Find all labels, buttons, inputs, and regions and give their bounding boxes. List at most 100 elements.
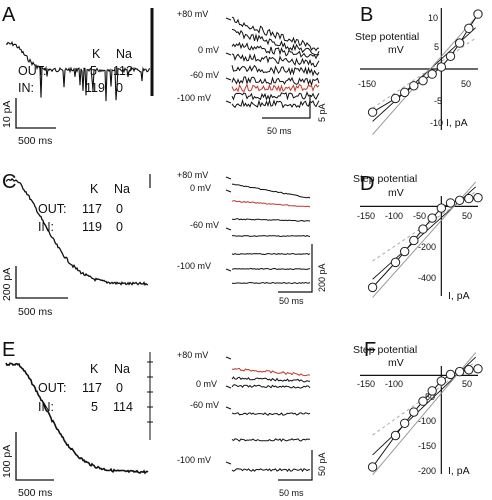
iv-data-point bbox=[464, 193, 474, 204]
iv-xlabel-line2: mV bbox=[388, 44, 404, 56]
step-c-sweep bbox=[231, 183, 311, 199]
step-label-minus60: -60 mV bbox=[190, 400, 219, 410]
step-label-arrow bbox=[225, 17, 232, 21]
iv-data-point bbox=[418, 75, 428, 86]
step-e-sweep bbox=[231, 367, 311, 377]
step-label-plus80: +80 mV bbox=[177, 350, 208, 360]
step-label-arrow bbox=[225, 385, 232, 389]
iv-xtick: -50 bbox=[413, 211, 426, 221]
step-e-sweep bbox=[231, 468, 311, 473]
iv-data-point bbox=[445, 51, 456, 61]
iv-ylabel: I, pA bbox=[448, 465, 470, 477]
iv-data-point bbox=[390, 93, 401, 104]
step-labels-e: +80 mV 0 mV -60 mV -100 mV 50 pA 50 ms bbox=[177, 350, 327, 498]
iv-ytick: 5 bbox=[434, 42, 439, 52]
iv-xtick: -100 bbox=[385, 211, 403, 221]
step-a-sweep bbox=[231, 28, 320, 56]
iv-data-point bbox=[454, 366, 465, 377]
iv-data-point bbox=[454, 38, 465, 48]
step-c-sweep bbox=[231, 200, 311, 208]
iv-xtick: 50 bbox=[461, 79, 471, 89]
panel-label-e: E bbox=[2, 339, 15, 361]
iv-plot-b: B Step potential mV I, pA -150 50 10 5 -… bbox=[355, 4, 483, 135]
row-label-out: OUT: bbox=[38, 381, 66, 395]
scalebar-y-e: 100 pA bbox=[1, 445, 13, 478]
step-traces-c bbox=[225, 176, 311, 285]
step-label-0: 0 mV bbox=[198, 45, 219, 55]
step-label-arrow bbox=[225, 227, 232, 231]
step-traces-a bbox=[225, 16, 320, 109]
scalebar-x-a: 500 ms bbox=[18, 135, 52, 147]
iv-data-point bbox=[399, 87, 410, 98]
out-k-value: 5 bbox=[90, 64, 97, 78]
iv-data-point bbox=[436, 62, 447, 72]
iv-data-point bbox=[464, 23, 474, 34]
iv-ytick: -400 bbox=[418, 273, 436, 283]
iv-xtick: -150 bbox=[357, 211, 375, 221]
step-c-sweep bbox=[231, 267, 311, 271]
iv-data-point bbox=[445, 198, 456, 208]
iv-xtick: 50 bbox=[462, 379, 472, 389]
iv-ylabel: I, pA bbox=[446, 117, 468, 129]
step-label-plus80: +80 mV bbox=[177, 9, 208, 19]
out-k-value: 117 bbox=[82, 381, 102, 395]
out-na-value: 112 bbox=[113, 64, 133, 78]
iv-xlabel-line2: mV bbox=[388, 357, 404, 369]
iv-data-point bbox=[436, 203, 447, 213]
slow-trace-e bbox=[5, 362, 149, 475]
step-label-arrow bbox=[225, 77, 232, 81]
iv-ytick: -200 bbox=[418, 242, 436, 252]
table-header-k: K bbox=[92, 47, 101, 61]
scalebar-x-c: 500 ms bbox=[18, 306, 52, 318]
step-label-arrow bbox=[225, 189, 232, 193]
row-label-in: IN: bbox=[18, 81, 34, 95]
out-k-value: 117 bbox=[82, 202, 102, 216]
table-header-na: Na bbox=[116, 47, 132, 61]
row-label-in: IN: bbox=[38, 400, 54, 414]
step-scale-x-a: 50 ms bbox=[267, 126, 292, 136]
step-e-sweep bbox=[231, 438, 311, 442]
trace-end-ticks-e bbox=[147, 352, 153, 440]
iv-data-point bbox=[367, 462, 378, 472]
solution-table-a: K Na OUT: 5 112 IN: 119 0 bbox=[18, 47, 133, 95]
step-a-sweep bbox=[231, 16, 320, 52]
iv-xtick: -150 bbox=[357, 379, 375, 389]
step-label-minus60: -60 mV bbox=[190, 70, 219, 80]
table-header-na: Na bbox=[114, 362, 130, 376]
step-scale-y-a: 5 pA bbox=[317, 103, 327, 122]
step-traces-e bbox=[225, 356, 311, 473]
panel-label-d: D bbox=[360, 173, 374, 195]
step-label-arrow bbox=[225, 176, 232, 180]
panel-label-f: F bbox=[364, 339, 376, 361]
scalebar-x-e: 500 ms bbox=[18, 487, 52, 499]
step-e-sweep bbox=[231, 384, 311, 389]
iv-data-point bbox=[473, 9, 483, 19]
slow-trace-c bbox=[5, 177, 149, 286]
step-label-plus80: +80 mV bbox=[177, 170, 208, 180]
iv-data-point bbox=[367, 107, 378, 117]
step-e-sweep bbox=[231, 376, 310, 383]
in-k-value: 119 bbox=[85, 81, 105, 95]
iv-xtick: -100 bbox=[385, 379, 403, 389]
row-label-out: OUT: bbox=[38, 202, 66, 216]
iv-xtick: 50 bbox=[462, 211, 472, 221]
scalebar-c: 200 pA 500 ms bbox=[1, 266, 68, 318]
step-a-sweep bbox=[231, 64, 320, 77]
step-label-arrow bbox=[225, 461, 232, 465]
panel-label-b: B bbox=[360, 4, 373, 26]
step-labels-c: +80 mV 0 mV -60 mV -100 mV 200 pA 50 ms bbox=[177, 170, 327, 306]
iv-ylabel: I, pA bbox=[448, 290, 470, 302]
iv-data-point bbox=[473, 193, 483, 203]
in-k-value: 119 bbox=[82, 220, 102, 234]
iv-ytick: -200 bbox=[418, 466, 436, 476]
step-c-sweep bbox=[231, 252, 311, 256]
step-label-minus100: -100 mV bbox=[177, 261, 211, 271]
iv-fit-line bbox=[372, 17, 477, 135]
iv-data-point bbox=[464, 365, 474, 375]
in-na-value: 0 bbox=[116, 81, 123, 95]
in-k-value: 5 bbox=[91, 400, 98, 414]
in-na-value: 0 bbox=[116, 220, 123, 234]
iv-ytick: -100 bbox=[418, 416, 436, 426]
iv-ytick: -10 bbox=[430, 118, 443, 128]
